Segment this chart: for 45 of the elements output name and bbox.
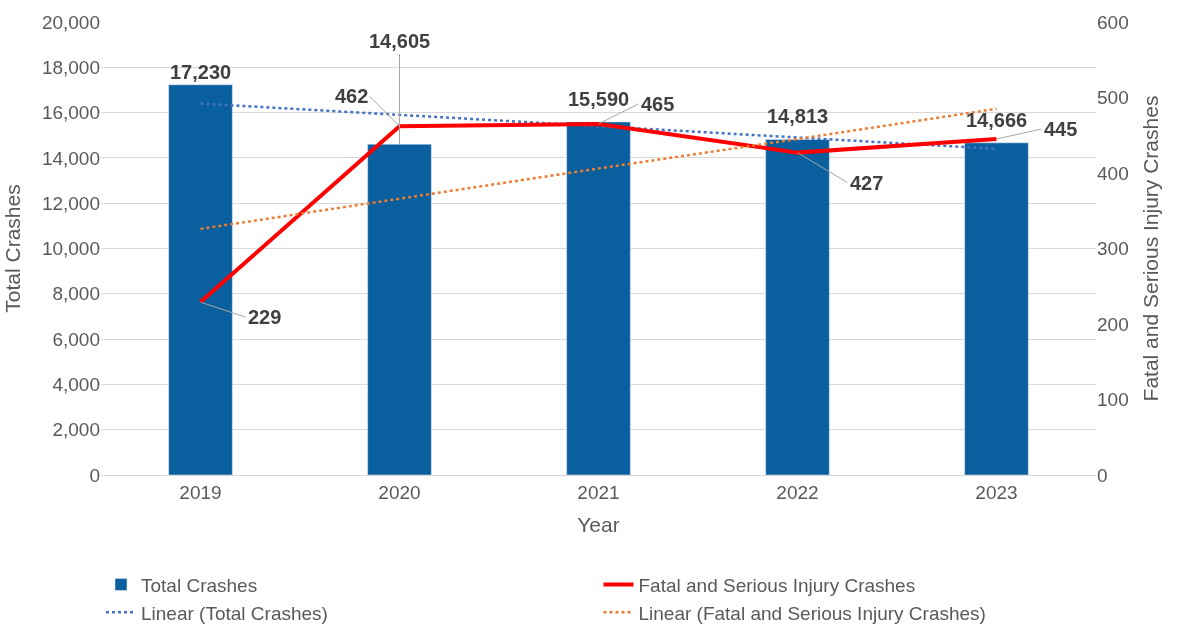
data-label: 14,666 [966, 109, 1028, 131]
data-label: 14,813 [767, 105, 829, 127]
y-tick-label: 4,000 [52, 374, 100, 396]
x-axis-title: Year [577, 513, 620, 536]
data-label: 445 [1044, 118, 1078, 140]
x-tick-label: 2023 [975, 481, 1018, 503]
y2-tick-label: 600 [1097, 11, 1129, 33]
y2-tick-label: 100 [1097, 389, 1129, 411]
data-label: 229 [248, 306, 282, 328]
y-tick-label: 8,000 [52, 283, 100, 305]
data-label: 427 [850, 172, 884, 194]
y-tick-label: 18,000 [41, 56, 100, 78]
y2-tick-label: 200 [1097, 313, 1129, 335]
y-tick-label: 2,000 [52, 419, 100, 441]
x-tick-label: 2021 [577, 481, 620, 503]
legend-label: Fatal and Serious Injury Crashes [638, 574, 916, 596]
data-label: 465 [641, 93, 675, 115]
bar [367, 143, 432, 475]
data-label: 15,590 [568, 88, 630, 110]
y2-tick-label: 300 [1097, 238, 1129, 260]
y2-tick-label: 400 [1097, 162, 1129, 184]
legend-label: Linear (Fatal and Serious Injury Crashes) [638, 602, 986, 624]
y-tick-label: 10,000 [41, 238, 100, 260]
legend-label: Total Crashes [141, 574, 258, 596]
y-tick-label: 12,000 [41, 192, 100, 214]
y-tick-label: 14,000 [41, 147, 100, 169]
x-tick-label: 2020 [378, 481, 421, 503]
x-tick-label: 2022 [776, 481, 819, 503]
bar [168, 84, 233, 475]
y2-axis-title: Fatal and Serious Injury Crashes [1138, 95, 1162, 402]
y-axis-title: Total Crashes [1, 184, 25, 313]
y-tick-label: 6,000 [52, 328, 100, 350]
bar [765, 139, 830, 475]
y-tick-label: 16,000 [41, 102, 100, 124]
y2-tick-label: 500 [1097, 87, 1129, 109]
y-tick-label: 20,000 [41, 11, 100, 33]
data-label: 462 [335, 85, 369, 107]
bar [566, 121, 631, 475]
x-tick-label: 2019 [179, 481, 222, 503]
y-tick-label: 0 [89, 464, 100, 486]
y2-tick-label: 0 [1097, 464, 1108, 486]
data-label: 17,230 [170, 61, 232, 83]
data-label: 14,605 [369, 30, 431, 52]
bar [964, 142, 1029, 475]
legend-label: Linear (Total Crashes) [141, 602, 328, 624]
